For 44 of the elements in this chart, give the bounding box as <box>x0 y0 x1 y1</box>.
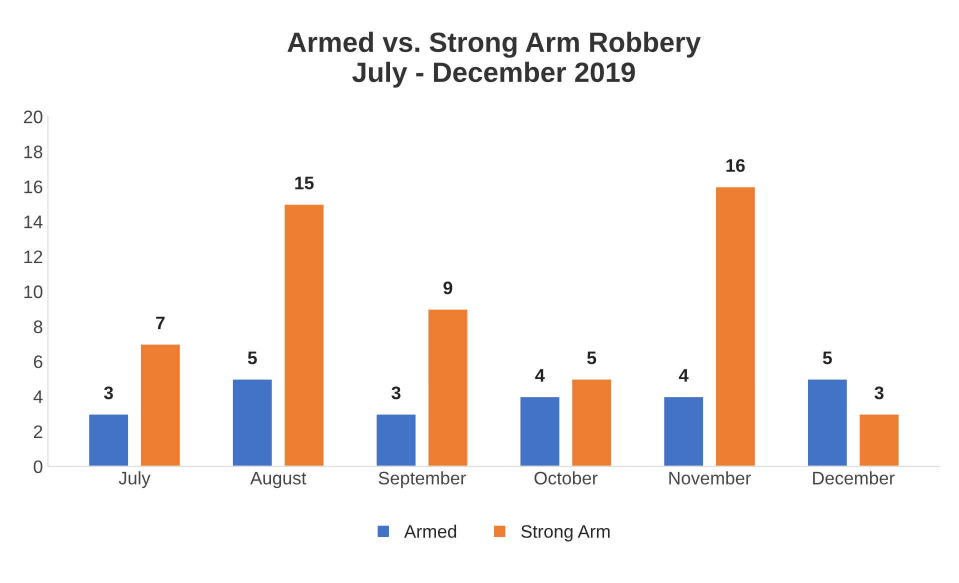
bar <box>427 308 469 466</box>
x-tick-label: November <box>669 471 751 485</box>
data-label: 5 <box>248 352 257 364</box>
x-tick-label: September <box>378 471 466 488</box>
x-tick-label: December <box>813 471 895 485</box>
bar <box>858 413 900 466</box>
data-label: 5 <box>587 352 596 364</box>
bar <box>283 203 325 466</box>
data-label: 4 <box>678 369 689 382</box>
data-label: 16 <box>726 159 745 172</box>
y-tick-label: 10 <box>24 285 42 298</box>
data-label: 3 <box>874 386 884 400</box>
y-tick-label: 12 <box>24 250 42 264</box>
data-label: 3 <box>104 386 113 400</box>
bar <box>714 186 756 466</box>
bar <box>232 378 274 466</box>
bar <box>806 378 848 466</box>
y-tick-label: 16 <box>24 180 42 194</box>
bar <box>570 378 612 466</box>
chart-title: Armed vs. Strong Arm Robbery July - December 2019 <box>288 32 701 88</box>
x-tick-label: July <box>118 471 151 488</box>
data-label: 3 <box>392 386 400 400</box>
data-label: 9 <box>443 282 452 294</box>
y-tick-label: 18 <box>24 146 42 158</box>
y-tick-label: 2 <box>34 425 42 438</box>
data-label: 4 <box>535 369 545 382</box>
y-tick-label: 0 <box>34 460 42 474</box>
x-tick-label: August <box>250 472 306 488</box>
legend-label: Armed <box>404 524 456 538</box>
y-tick-label: 6 <box>34 355 42 368</box>
legend-label: Strong Arm <box>521 525 610 542</box>
x-tick-label: October <box>534 471 598 485</box>
data-label: 15 <box>295 176 314 190</box>
data-label: 5 <box>822 352 832 364</box>
data-label: 7 <box>156 316 165 330</box>
bar <box>140 343 182 466</box>
bar <box>519 396 561 466</box>
bar <box>375 413 417 466</box>
bar <box>662 396 704 466</box>
y-tick-label: 8 <box>34 320 42 334</box>
y-tick-label: 14 <box>24 216 43 228</box>
bar <box>88 413 130 466</box>
y-tick-label: 4 <box>33 390 43 403</box>
y-tick-label: 20 <box>24 110 42 124</box>
